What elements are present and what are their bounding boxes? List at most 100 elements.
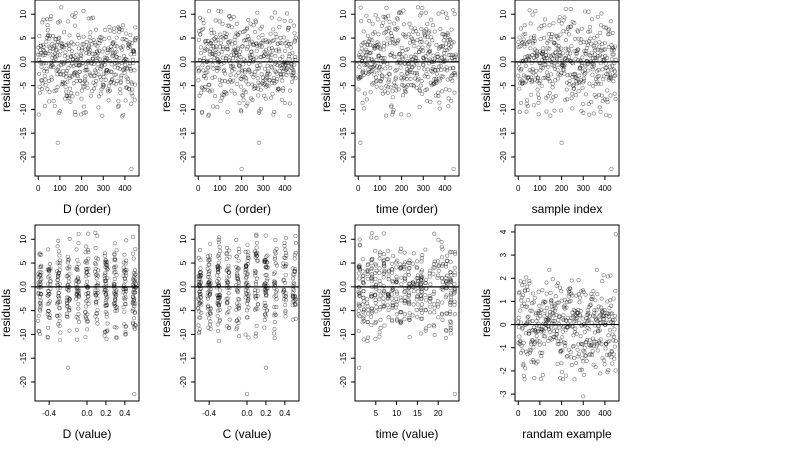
data-point bbox=[65, 19, 71, 24]
data-point bbox=[591, 289, 596, 294]
data-point bbox=[225, 47, 230, 52]
data-point bbox=[440, 89, 445, 94]
data-point bbox=[272, 311, 277, 316]
data-point bbox=[448, 326, 453, 331]
data-point bbox=[531, 70, 536, 75]
data-point bbox=[361, 299, 366, 304]
data-point bbox=[407, 64, 412, 69]
data-point bbox=[44, 35, 49, 40]
data-point bbox=[230, 56, 236, 61]
data-point bbox=[576, 278, 581, 283]
data-point bbox=[131, 49, 137, 54]
data-point bbox=[357, 265, 362, 270]
data-point bbox=[201, 58, 206, 64]
data-point bbox=[574, 48, 579, 53]
data-point bbox=[580, 316, 585, 321]
data-point bbox=[359, 46, 364, 51]
data-point bbox=[592, 45, 597, 50]
data-point bbox=[238, 108, 243, 113]
data-point bbox=[101, 60, 106, 65]
data-point bbox=[603, 53, 608, 58]
data-point bbox=[402, 264, 407, 270]
data-point bbox=[536, 289, 541, 294]
data-point bbox=[118, 79, 123, 84]
data-point bbox=[46, 51, 51, 56]
data-point bbox=[207, 322, 213, 327]
data-point bbox=[274, 304, 279, 310]
data-point bbox=[373, 300, 378, 305]
data-point bbox=[398, 310, 403, 315]
x-tick-label: 0 bbox=[36, 184, 41, 193]
data-point bbox=[421, 31, 426, 36]
data-point bbox=[211, 66, 216, 71]
data-point bbox=[606, 77, 611, 82]
data-point bbox=[208, 241, 213, 246]
data-point bbox=[385, 296, 390, 301]
x-tick-label: 200 bbox=[555, 184, 569, 193]
data-point bbox=[264, 84, 269, 89]
data-point bbox=[278, 40, 283, 45]
data-point bbox=[93, 293, 99, 298]
data-point bbox=[202, 87, 207, 92]
data-point bbox=[122, 66, 127, 71]
data-point bbox=[227, 326, 232, 331]
data-point bbox=[66, 365, 71, 370]
data-point bbox=[417, 105, 422, 110]
data-point bbox=[248, 55, 253, 60]
data-point bbox=[531, 360, 536, 365]
data-point bbox=[605, 274, 610, 279]
data-point bbox=[262, 66, 267, 71]
data-point bbox=[197, 247, 203, 253]
data-point bbox=[237, 303, 242, 308]
data-point bbox=[437, 45, 442, 50]
data-point bbox=[566, 347, 571, 352]
data-point bbox=[46, 289, 51, 294]
data-point bbox=[205, 296, 211, 301]
data-point bbox=[541, 55, 546, 60]
data-point bbox=[75, 268, 80, 273]
data-point bbox=[398, 65, 403, 70]
data-point bbox=[527, 347, 532, 352]
data-point bbox=[72, 70, 77, 75]
data-point bbox=[206, 65, 211, 70]
data-point bbox=[234, 254, 239, 259]
data-point bbox=[381, 275, 386, 280]
data-point bbox=[529, 340, 534, 345]
data-point bbox=[46, 44, 51, 49]
data-point bbox=[196, 296, 201, 301]
data-point bbox=[102, 288, 108, 293]
y-tick-label: 10 bbox=[19, 234, 28, 243]
data-point bbox=[530, 338, 535, 343]
data-point bbox=[412, 26, 417, 31]
data-point bbox=[130, 301, 135, 306]
data-point bbox=[40, 53, 45, 58]
data-point bbox=[584, 338, 589, 343]
data-point bbox=[372, 62, 378, 67]
data-point bbox=[374, 84, 379, 89]
data-point bbox=[371, 80, 376, 85]
data-point bbox=[199, 299, 204, 304]
data-point bbox=[435, 275, 440, 281]
data-point bbox=[65, 304, 70, 309]
data-point bbox=[448, 278, 453, 283]
data-point bbox=[391, 54, 396, 59]
data-point bbox=[291, 276, 296, 281]
data-point bbox=[68, 90, 74, 95]
data-point bbox=[406, 292, 411, 297]
data-point bbox=[245, 280, 250, 285]
data-point bbox=[201, 74, 206, 79]
data-point bbox=[218, 83, 223, 88]
data-point bbox=[68, 73, 73, 78]
data-point bbox=[533, 330, 538, 335]
data-point bbox=[522, 377, 527, 382]
data-point bbox=[271, 279, 276, 284]
y-tick-label: -15 bbox=[19, 127, 28, 139]
data-point bbox=[74, 247, 79, 252]
data-point bbox=[520, 81, 525, 86]
data-point bbox=[369, 294, 374, 299]
data-point bbox=[596, 329, 601, 334]
data-point bbox=[198, 301, 203, 306]
data-point bbox=[103, 288, 108, 293]
data-point bbox=[80, 81, 85, 86]
data-point bbox=[224, 53, 229, 59]
